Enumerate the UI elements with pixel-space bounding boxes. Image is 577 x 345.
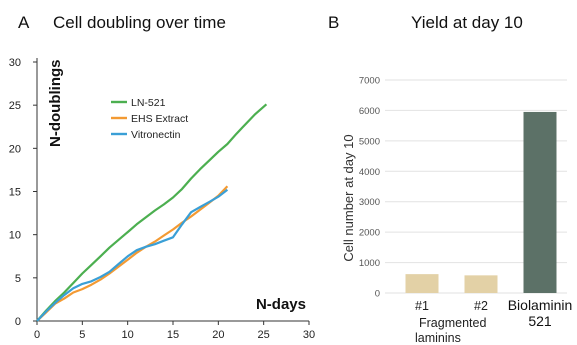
x-tick-label: 25 [258,329,270,341]
x-tick-label: Biolaminin 521 [508,297,573,329]
x-axis-label: N-days [256,296,306,313]
panel-b-title: Yield at day 10 [411,13,523,32]
y-tick-label: 20 [9,143,21,155]
y-tick-label: 6000 [359,106,380,117]
y-tick-label: 0 [15,316,21,328]
y-tick-label: 5000 [359,136,380,147]
panel-a-letter: A [18,13,30,32]
series-line-vitronectin [36,188,229,322]
series-line-ln-521 [36,103,268,322]
y-tick-label: 25 [9,100,21,112]
legend-label: EHS Extract [131,113,188,125]
panel-b-letter: B [328,13,340,32]
y-tick-label: 3000 [359,197,380,208]
x-tick-label: 30 [303,329,315,341]
x-tick-label: #2 [474,299,488,313]
x-tick-label: 0 [34,329,40,341]
y-axis-label: N-doublings [47,60,64,147]
series-line-ehs-extract [36,185,229,322]
x-tick-label: 10 [122,329,134,341]
x-tick-label: #1 [415,299,429,313]
bar-3 [523,111,557,293]
x-tick-label: 5 [79,329,85,341]
x-tick-label: 20 [212,329,224,341]
y-tick-label: 4000 [359,167,380,178]
y-tick-label: 5 [15,273,21,285]
x-tick-label: 15 [167,329,179,341]
panel-a-title: Cell doubling over time [53,13,226,32]
bar-1 [405,274,439,293]
y-tick-label: 7000 [359,76,380,87]
legend-label: LN-521 [131,97,166,109]
group-label: Fragmented laminins [415,316,486,345]
y-tick-label: 30 [9,57,21,69]
legend-label: Vitronectin [131,129,181,141]
y-tick-label: 10 [9,230,21,242]
y-tick-label: 15 [9,187,21,199]
y-tick-label: 2000 [359,228,380,239]
y-axis-label: Cell number at day 10 [341,134,356,261]
bar-2 [464,275,498,293]
y-tick-label: 0 [375,289,380,300]
y-tick-label: 1000 [359,258,380,269]
